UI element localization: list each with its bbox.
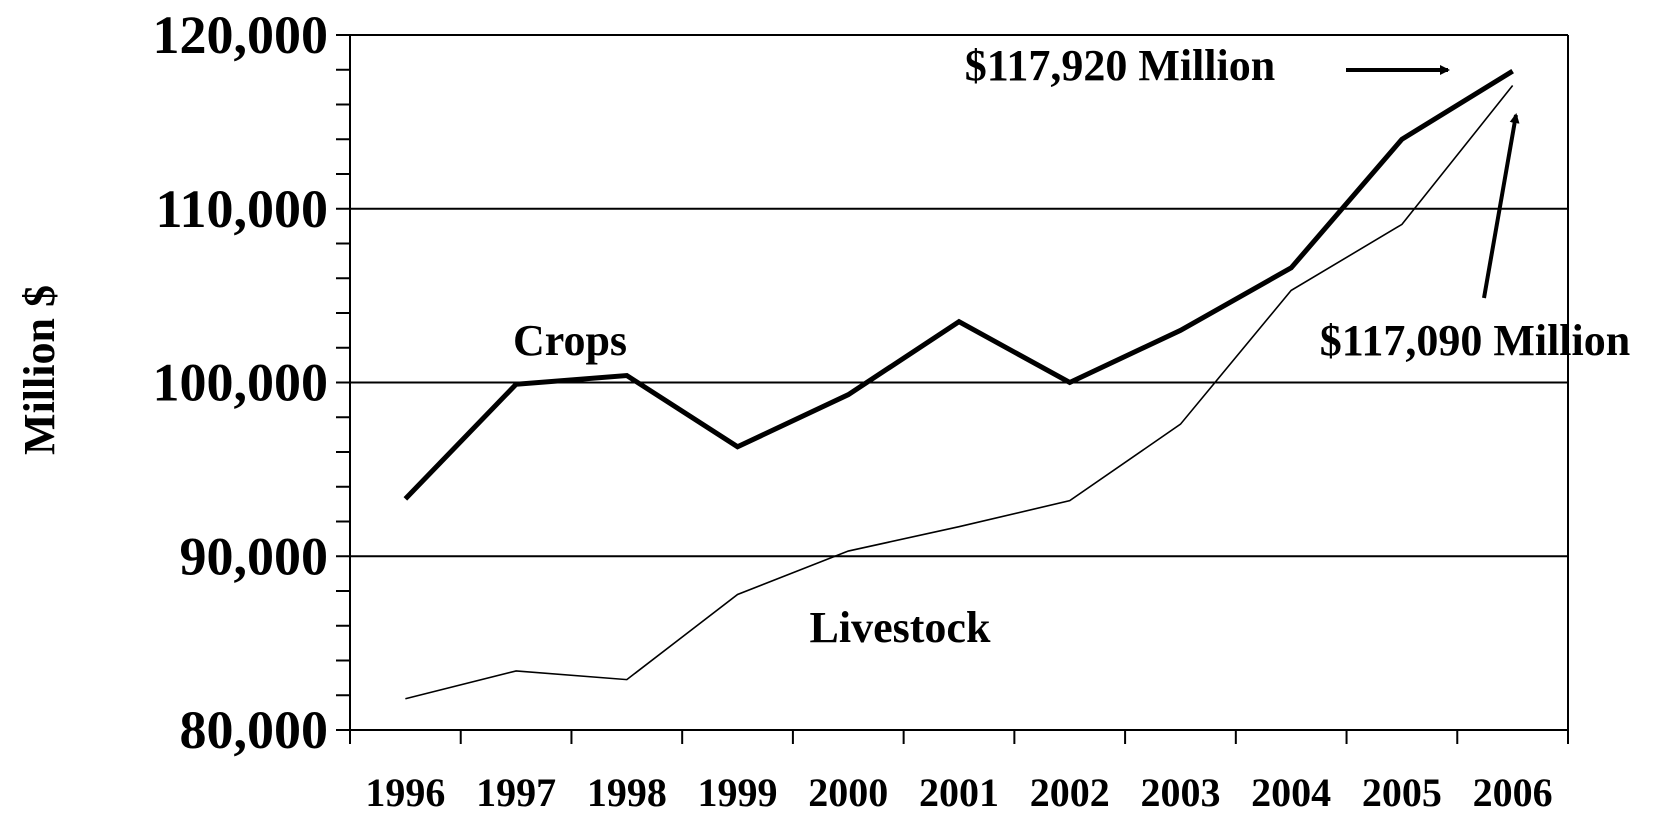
series-label-crops: Crops bbox=[513, 316, 627, 365]
x-tick-label-2002: 2002 bbox=[1030, 770, 1110, 815]
series-lines bbox=[403, 69, 1514, 700]
x-tick-label-2003: 2003 bbox=[1140, 770, 1220, 815]
x-tick-labels: 1996 1997 1998 1999 2000 2001 2002 2003 2004 2005… bbox=[365, 770, 1552, 815]
x-tick-label-2000: 2000 bbox=[808, 770, 888, 815]
series-label-livestock: Livestock bbox=[810, 603, 991, 652]
y-tick-label-80000: 80,000 bbox=[180, 700, 329, 760]
axes bbox=[336, 34, 1569, 744]
x-tick-label-2005: 2005 bbox=[1362, 770, 1442, 815]
annotation-crops-2006: $117,920 Million bbox=[965, 41, 1275, 90]
series-line-crops bbox=[403, 69, 1514, 501]
y-tick-label-100000: 100,000 bbox=[153, 353, 329, 413]
series-line-livestock bbox=[405, 85, 1514, 700]
gridlines bbox=[350, 34, 1568, 558]
x-tick-label-1998: 1998 bbox=[587, 770, 667, 815]
x-tick-label-1996: 1996 bbox=[365, 770, 445, 815]
annotation-livestock-2006: $117,090 Million bbox=[1320, 316, 1630, 365]
x-tick-label-2006: 2006 bbox=[1473, 770, 1553, 815]
x-tick-label-1997: 1997 bbox=[476, 770, 556, 815]
y-tick-labels: 80,000 90,000 100,000 110,000 120,000 bbox=[153, 5, 329, 760]
x-tick-label-2004: 2004 bbox=[1251, 770, 1331, 815]
x-tick-label-1999: 1999 bbox=[698, 770, 778, 815]
y-tick-label-120000: 120,000 bbox=[153, 5, 329, 65]
y-tick-label-90000: 90,000 bbox=[180, 526, 329, 586]
annotation-arrow-livestock bbox=[1482, 113, 1520, 299]
y-axis-title: Million $ bbox=[15, 285, 64, 455]
y-tick-label-110000: 110,000 bbox=[155, 179, 328, 239]
x-tick-label-2001: 2001 bbox=[919, 770, 999, 815]
